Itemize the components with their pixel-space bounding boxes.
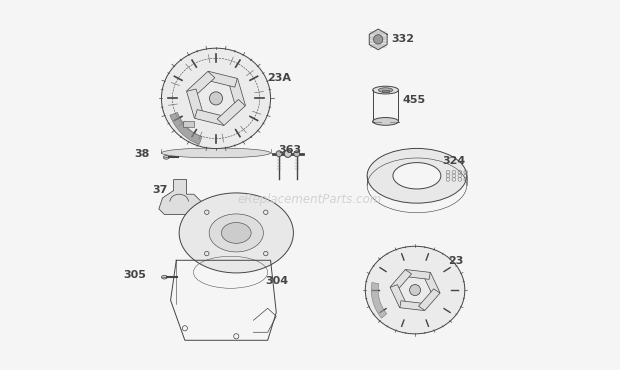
Polygon shape: [404, 269, 430, 279]
Ellipse shape: [179, 193, 293, 273]
Circle shape: [284, 150, 291, 157]
Ellipse shape: [161, 148, 270, 158]
Text: 305: 305: [123, 270, 146, 280]
Text: eReplacementParts.com: eReplacementParts.com: [238, 193, 382, 206]
Polygon shape: [400, 301, 425, 310]
Text: 324: 324: [443, 156, 466, 166]
Circle shape: [410, 285, 420, 296]
Ellipse shape: [393, 162, 441, 189]
Polygon shape: [390, 285, 407, 307]
Polygon shape: [228, 79, 246, 108]
Text: 23: 23: [448, 256, 464, 266]
Circle shape: [373, 35, 383, 44]
Ellipse shape: [365, 246, 465, 334]
Polygon shape: [206, 71, 237, 87]
Ellipse shape: [373, 86, 399, 94]
Circle shape: [276, 151, 282, 157]
Text: 23A: 23A: [268, 73, 291, 83]
Polygon shape: [187, 71, 215, 97]
Polygon shape: [195, 110, 226, 125]
Polygon shape: [418, 289, 440, 310]
Text: 38: 38: [135, 149, 149, 159]
Text: 455: 455: [402, 95, 425, 105]
Text: 332: 332: [391, 34, 414, 44]
Ellipse shape: [367, 148, 467, 203]
Text: 304: 304: [266, 276, 289, 286]
Wedge shape: [170, 112, 202, 145]
Polygon shape: [370, 29, 387, 50]
Polygon shape: [159, 179, 202, 215]
Ellipse shape: [209, 214, 264, 252]
Polygon shape: [217, 100, 246, 125]
Ellipse shape: [378, 88, 392, 92]
Bar: [383, 90, 389, 92]
Text: 37: 37: [153, 185, 168, 195]
Polygon shape: [187, 89, 204, 118]
Ellipse shape: [161, 48, 270, 149]
Circle shape: [294, 151, 299, 157]
Ellipse shape: [373, 118, 399, 125]
Circle shape: [210, 92, 223, 105]
Polygon shape: [390, 270, 412, 291]
Polygon shape: [423, 273, 440, 296]
Ellipse shape: [221, 222, 251, 243]
Text: 363: 363: [278, 145, 302, 155]
Ellipse shape: [161, 275, 167, 279]
Wedge shape: [371, 282, 387, 318]
Bar: [183, 121, 193, 127]
Ellipse shape: [163, 155, 169, 159]
